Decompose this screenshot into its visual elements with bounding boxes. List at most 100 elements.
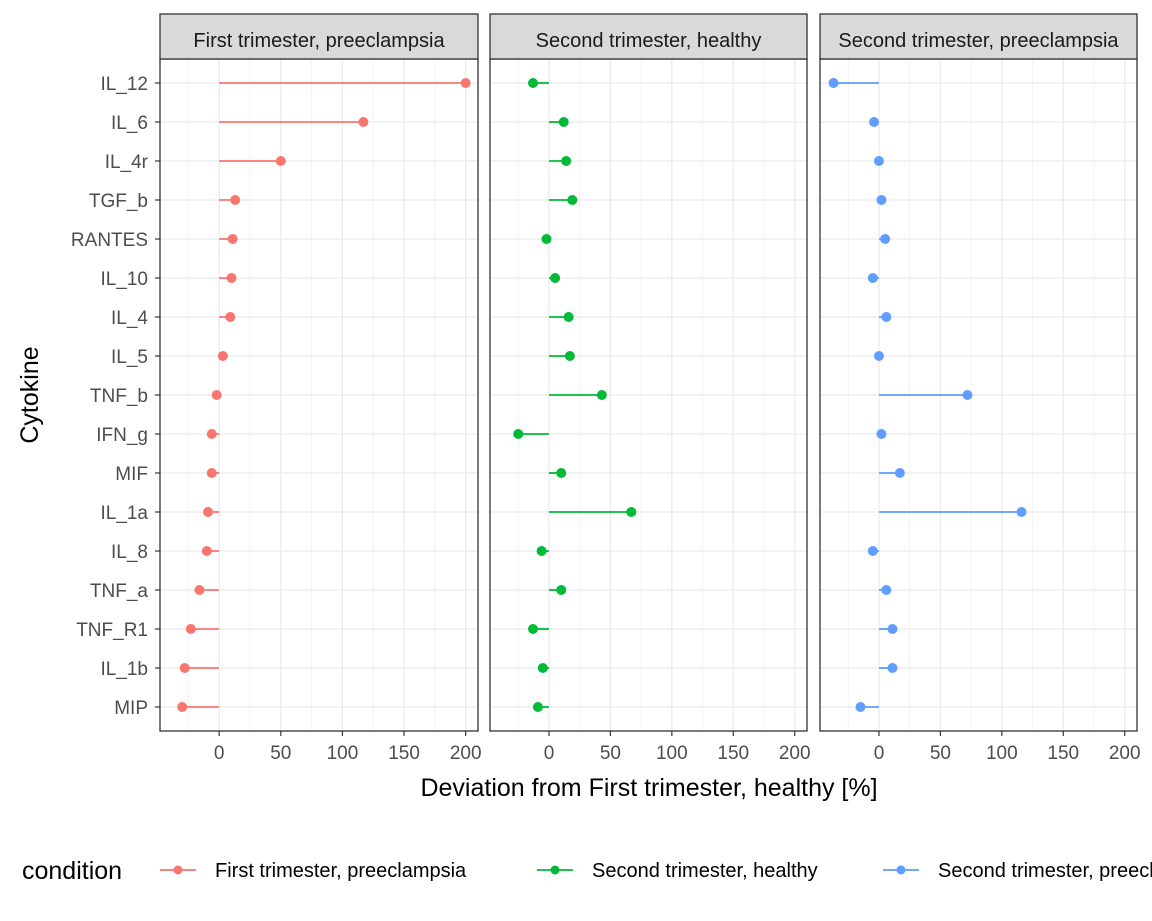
data-point-tnf-b [596, 390, 607, 400]
legend-label: Second trimester, healthy [592, 860, 818, 882]
x-tick-label: 0 [214, 743, 225, 764]
legend-item-first-trimester-preeclampsia: First trimester, preeclampsia [160, 860, 467, 882]
legend-label: First trimester, preeclampsia [215, 860, 467, 882]
x-tick-label: 50 [930, 743, 951, 764]
y-tick-label-tnf-b: TNF_b [90, 386, 148, 407]
y-tick-label-tnf-r1: TNF_R1 [76, 620, 148, 641]
data-point-il-1a [1016, 507, 1027, 517]
x-axis-title: Deviation from First trimester, healthy … [420, 774, 877, 802]
legend-key-point [550, 865, 560, 875]
legend-title: condition [22, 857, 122, 885]
x-tick-label: 200 [1109, 743, 1141, 764]
data-point-il-12 [828, 78, 839, 88]
y-tick-label-il-8: IL_8 [111, 542, 148, 563]
data-point-ifn-g [876, 429, 887, 439]
x-tick-label: 50 [270, 743, 291, 764]
data-point-tnf-r1 [887, 624, 898, 634]
data-point-il-1b [887, 663, 898, 673]
data-point-mif [206, 468, 217, 478]
legend-key-point [896, 865, 906, 875]
data-point-tgf-b [876, 195, 887, 205]
data-point-mip [177, 702, 188, 712]
y-tick-label-il-6: IL_6 [111, 113, 148, 134]
panel-first-trimester-preeclampsia: First trimester, preeclampsia 0 50 100 150 20… [159, 13, 482, 764]
data-point-il-8 [201, 546, 212, 556]
legend-item-second-trimester-preeclampsia: Second trimester, preeclampsia [883, 860, 1152, 882]
y-tick-label-il-10: IL_10 [100, 269, 148, 290]
data-point-il-1b [537, 663, 548, 673]
data-point-rantes [880, 234, 891, 244]
data-point-il-12 [460, 78, 471, 88]
y-tick-label-tgf-b: TGF_b [89, 191, 148, 212]
data-point-il-1b [179, 663, 190, 673]
data-point-mip [532, 702, 543, 712]
data-point-il-10 [550, 273, 561, 283]
legend-label: Second trimester, preeclampsia [938, 860, 1152, 882]
data-point-ifn-g [513, 429, 524, 439]
y-tick-label-il-1a: IL_1a [100, 503, 148, 524]
y-tick-label-tnf-a: TNF_a [90, 581, 149, 602]
x-tick-label: 200 [779, 743, 811, 764]
y-tick-label-mif: MIF [115, 464, 148, 485]
x-tick-label: 0 [544, 743, 555, 764]
data-point-il-8 [867, 546, 878, 556]
data-point-mif [894, 468, 905, 478]
x-tick-label: 0 [874, 743, 885, 764]
y-tick-label-il-1b: IL_1b [100, 659, 148, 680]
x-tick-label: 150 [1047, 743, 1079, 764]
y-tick-label-il-5: IL_5 [111, 347, 148, 368]
y-tick-label-rantes: RANTES [71, 230, 148, 251]
data-point-il-5 [217, 351, 228, 361]
data-point-tnf-a [881, 585, 892, 595]
data-point-tnf-r1 [185, 624, 196, 634]
data-point-il-6 [358, 117, 369, 127]
facet-strip-label: Second trimester, healthy [536, 30, 762, 52]
data-point-mip [855, 702, 866, 712]
data-point-il-6 [558, 117, 569, 127]
data-point-rantes [541, 234, 552, 244]
data-point-il-4 [563, 312, 574, 322]
x-tick-label: 150 [388, 743, 420, 764]
data-point-il-1a [626, 507, 637, 517]
data-point-il-4r [561, 156, 572, 166]
panel-second-trimester-healthy: Second trimester, healthy 0 50 100 150 200 [489, 13, 811, 764]
x-tick-label: 100 [327, 743, 359, 764]
data-point-tnf-a [556, 585, 567, 595]
legend-item-second-trimester-healthy: Second trimester, healthy [537, 860, 818, 882]
y-tick-label-il-4r: IL_4r [105, 152, 149, 173]
data-point-tnf-b [962, 390, 973, 400]
facet-strip-label: Second trimester, preeclampsia [838, 30, 1119, 52]
data-point-il-8 [536, 546, 547, 556]
data-point-il-10 [867, 273, 878, 283]
x-tick-label: 200 [450, 743, 482, 764]
x-tick-label: 150 [717, 743, 749, 764]
y-tick-label-il-12: IL_12 [100, 74, 148, 95]
data-point-mif [556, 468, 567, 478]
data-point-il-5 [564, 351, 575, 361]
y-tick-label-il-4: IL_4 [111, 308, 148, 329]
data-point-il-6 [869, 117, 880, 127]
y-tick-label-mip: MIP [114, 698, 148, 719]
data-point-il-4 [881, 312, 892, 322]
data-point-tgf-b [567, 195, 578, 205]
data-point-tgf-b [230, 195, 241, 205]
data-point-il-4r [275, 156, 286, 166]
y-tick-label-ifn-g: IFN_g [96, 425, 148, 446]
data-point-il-5 [873, 351, 884, 361]
data-point-il-12 [528, 78, 539, 88]
facet-strip [159, 13, 479, 60]
legend: condition First trimester, preeclampsia … [22, 857, 1152, 885]
data-point-rantes [227, 234, 238, 244]
x-tick-label: 100 [986, 743, 1018, 764]
data-point-tnf-a [194, 585, 205, 595]
data-point-tnf-b [211, 390, 222, 400]
facet-strip [489, 13, 808, 60]
y-axis-title: Cytokine [16, 346, 44, 443]
x-tick-label: 50 [600, 743, 621, 764]
data-point-tnf-r1 [528, 624, 539, 634]
panel-second-trimester-preeclampsia: Second trimester, preeclampsia 0 50 100 150 2… [819, 13, 1141, 764]
facet-strip-label: First trimester, preeclampsia [193, 30, 445, 52]
data-point-il-1a [203, 507, 214, 517]
data-point-il-10 [226, 273, 237, 283]
